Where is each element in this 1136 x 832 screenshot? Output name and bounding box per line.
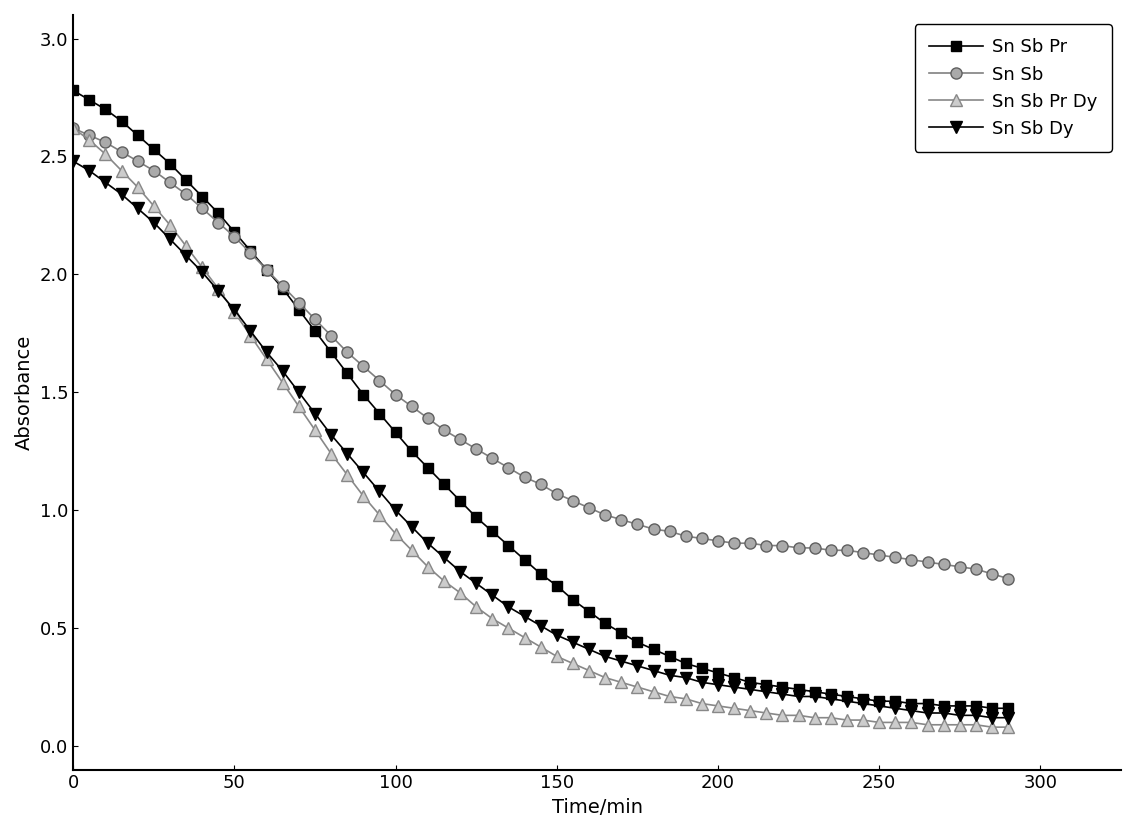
Sn Sb Dy [211, 286, 225, 296]
Sn Sb Pr Dy [1001, 722, 1014, 732]
Sn Sb Pr Dy [99, 149, 112, 159]
Sn Sb Pr Dy [743, 706, 757, 716]
Sn Sb Dy [550, 630, 563, 640]
Sn Sb Dy [1001, 713, 1014, 723]
Sn Sb [743, 538, 757, 548]
Sn Sb Pr [211, 208, 225, 218]
Sn Sb Pr Dy [66, 123, 80, 133]
Sn Sb Pr [66, 86, 80, 96]
Sn Sb Pr [985, 703, 999, 713]
Sn Sb Pr [308, 326, 321, 336]
Sn Sb Pr [1001, 703, 1014, 713]
Sn Sb [211, 217, 225, 227]
Sn Sb [66, 123, 80, 133]
Sn Sb [308, 314, 321, 324]
Sn Sb Pr Dy [211, 284, 225, 294]
Line: Sn Sb: Sn Sb [68, 122, 1013, 584]
Sn Sb Dy [164, 234, 177, 244]
Sn Sb [1001, 573, 1014, 583]
Line: Sn Sb Pr Dy: Sn Sb Pr Dy [68, 122, 1013, 733]
Sn Sb Pr Dy [308, 425, 321, 435]
Line: Sn Sb Pr: Sn Sb Pr [68, 86, 1013, 713]
Sn Sb Pr [99, 104, 112, 114]
Sn Sb Dy [99, 177, 112, 187]
Sn Sb [164, 177, 177, 187]
Sn Sb Pr [743, 677, 757, 687]
Sn Sb Pr [550, 581, 563, 591]
Sn Sb Pr Dy [985, 722, 999, 732]
Line: Sn Sb Dy: Sn Sb Dy [68, 156, 1013, 723]
Sn Sb Dy [985, 713, 999, 723]
Sn Sb Pr Dy [164, 220, 177, 230]
Sn Sb [99, 137, 112, 147]
Legend: Sn Sb Pr, Sn Sb, Sn Sb Pr Dy, Sn Sb Dy: Sn Sb Pr, Sn Sb, Sn Sb Pr Dy, Sn Sb Dy [914, 24, 1112, 152]
Sn Sb [550, 488, 563, 498]
Y-axis label: Absorbance: Absorbance [15, 334, 34, 450]
Sn Sb Pr [164, 159, 177, 169]
Sn Sb Dy [743, 685, 757, 695]
Sn Sb Pr Dy [550, 651, 563, 661]
Sn Sb Dy [308, 409, 321, 418]
X-axis label: Time/min: Time/min [552, 798, 643, 817]
Sn Sb Dy [66, 156, 80, 166]
